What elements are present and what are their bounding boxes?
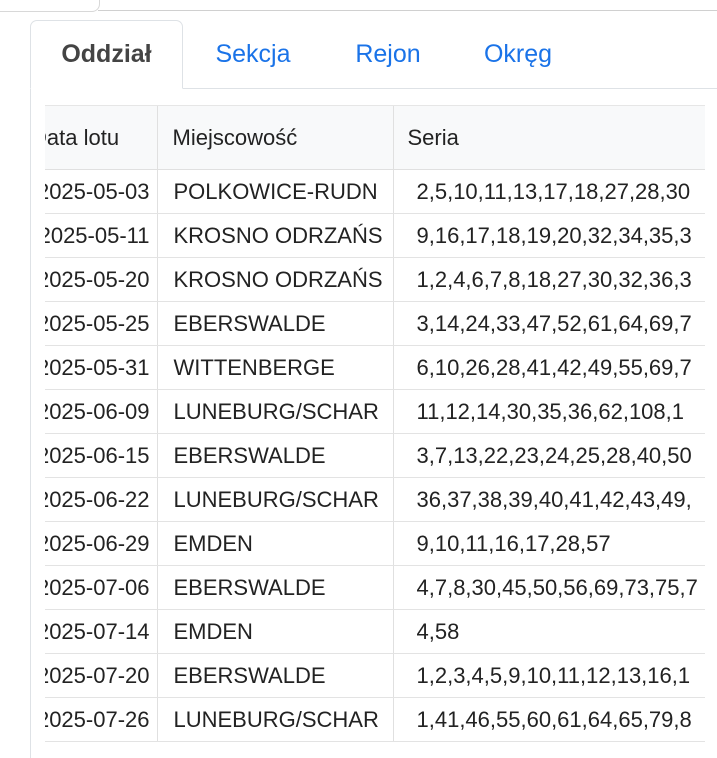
series-cell: 1,41,46,55,60,61,64,65,79,8 (392, 697, 705, 742)
series-cell: 36,37,38,39,40,41,42,43,49, (392, 477, 705, 522)
date-cell: 2025-06-09 (45, 389, 157, 434)
location-cell: EMDEN (156, 609, 393, 654)
date-cell: 2025-06-15 (45, 433, 157, 478)
location-cell: KROSNO ODRZAŃS (156, 257, 393, 302)
table-row[interactable]: 2025-05-11 KROSNO ODRZAŃS 9,16,17,18,19,20… (45, 213, 705, 258)
date-cell: 2025-07-20 (45, 653, 157, 698)
table-row[interactable]: 2025-07-26 LUNEBURG/SCHAR 1,41,46,55,60,61… (45, 697, 705, 742)
table-row[interactable]: 2025-06-22 LUNEBURG/SCHAR 36,37,38,39,40,4… (45, 477, 705, 522)
location-cell: LUNEBURG/SCHAR (156, 477, 393, 522)
location-cell: POLKOWICE-RUDN (156, 169, 393, 214)
table-row[interactable]: 2025-07-20 EBERSWALDE 1,2,3,4,5,9,10,11,12… (45, 653, 705, 698)
flights-table: Data lotu Miejscowość Seria 2025-05-03PO… (45, 105, 705, 742)
date-cell: 2025-06-22 (45, 477, 157, 522)
location-cell: EBERSWALDE (156, 653, 393, 698)
date-cell: 2025-05-03 (45, 169, 157, 214)
date-cell: 2025-05-11 (45, 213, 157, 258)
tab-okreg[interactable]: Okręg (483, 39, 553, 68)
date-cell: 2025-05-25 (45, 301, 157, 346)
series-cell: 9,10,11,16,17,28,57 (392, 521, 705, 566)
table-row[interactable]: 2025-05-25 EBERSWALDE 3,14,24,33,47,52,61,… (45, 301, 705, 346)
tab-sekcja[interactable]: Sekcja (215, 39, 291, 68)
series-cell: 6,10,26,28,41,42,49,55,69,7 (392, 345, 705, 390)
series-cell: 1,2,3,4,5,9,10,11,12,13,16,1 (392, 653, 705, 698)
date-cell: 2025-07-06 (45, 565, 157, 610)
location-cell: EBERSWALDE (156, 433, 393, 478)
table-scroll-container[interactable]: Data lotu Miejscowość Seria 2025-05-03PO… (45, 105, 705, 758)
location-cell: WITTENBERGE (156, 345, 393, 390)
date-cell: 2025-07-26 (45, 697, 157, 742)
series-cell: 2,5,10,11,13,17,18,27,28,30 (392, 169, 705, 214)
series-cell: 9,16,17,18,19,20,32,34,35,3 (392, 213, 705, 258)
tab-panel (30, 88, 717, 758)
table-row[interactable]: 2025-07-06 EBERSWALDE 4,7,8,30,45,50,56,69… (45, 565, 705, 610)
location-cell: EBERSWALDE (156, 301, 393, 346)
tab-oddzial[interactable]: Oddział (30, 20, 183, 89)
header-date[interactable]: Data lotu (45, 105, 157, 170)
date-cell: 2025-06-29 (45, 521, 157, 566)
series-cell: 1,2,4,6,7,8,18,27,30,32,36,3 (392, 257, 705, 302)
series-cell: 3,7,13,22,23,24,25,28,40,50 (392, 433, 705, 478)
table-header-row: Data lotu Miejscowość Seria (45, 105, 705, 170)
table-row[interactable]: 2025-05-31 WITTENBERGE 6,10,26,28,41,42,49… (45, 345, 705, 390)
series-cell: 4,58 (392, 609, 705, 654)
divider (98, 10, 717, 11)
table-row[interactable]: 2025-05-03 POLKOWICE-RUDN 2,5,10,11,13,17,… (45, 169, 705, 214)
table-row[interactable]: 2025-06-15 EBERSWALDE 3,7,13,22,23,24,25,2… (45, 433, 705, 478)
table-row[interactable]: 2025-05-20 KROSNO ODRZAŃS 1,2,4,6,7,8,18,2… (45, 257, 705, 302)
location-cell: EBERSWALDE (156, 565, 393, 610)
tab-bar: Oddział Sekcja Rejon Okręg (30, 20, 717, 89)
tab-rejon[interactable]: Rejon (355, 39, 421, 68)
top-control[interactable] (0, 0, 100, 12)
location-cell: LUNEBURG/SCHAR (156, 389, 393, 434)
series-cell: 11,12,14,30,35,36,62,108,1 (392, 389, 705, 434)
table-row[interactable]: 2025-07-14 EMDEN 4,58 (45, 609, 705, 654)
header-location[interactable]: Miejscowość (156, 105, 393, 170)
location-cell: KROSNO ODRZAŃS (156, 213, 393, 258)
location-cell: EMDEN (156, 521, 393, 566)
location-cell: LUNEBURG/SCHAR (156, 697, 393, 742)
date-cell: 2025-07-14 (45, 609, 157, 654)
series-cell: 3,14,24,33,47,52,61,64,69,7 (392, 301, 705, 346)
table-row[interactable]: 2025-06-29 EMDEN 9,10,11,16,17,28,57 (45, 521, 705, 566)
table-row[interactable]: 2025-06-09 LUNEBURG/SCHAR 11,12,14,30,35,3… (45, 389, 705, 434)
date-cell: 2025-05-31 (45, 345, 157, 390)
header-series[interactable]: Seria (392, 105, 705, 170)
date-cell: 2025-05-20 (45, 257, 157, 302)
series-cell: 4,7,8,30,45,50,56,69,73,75,7 (392, 565, 705, 610)
